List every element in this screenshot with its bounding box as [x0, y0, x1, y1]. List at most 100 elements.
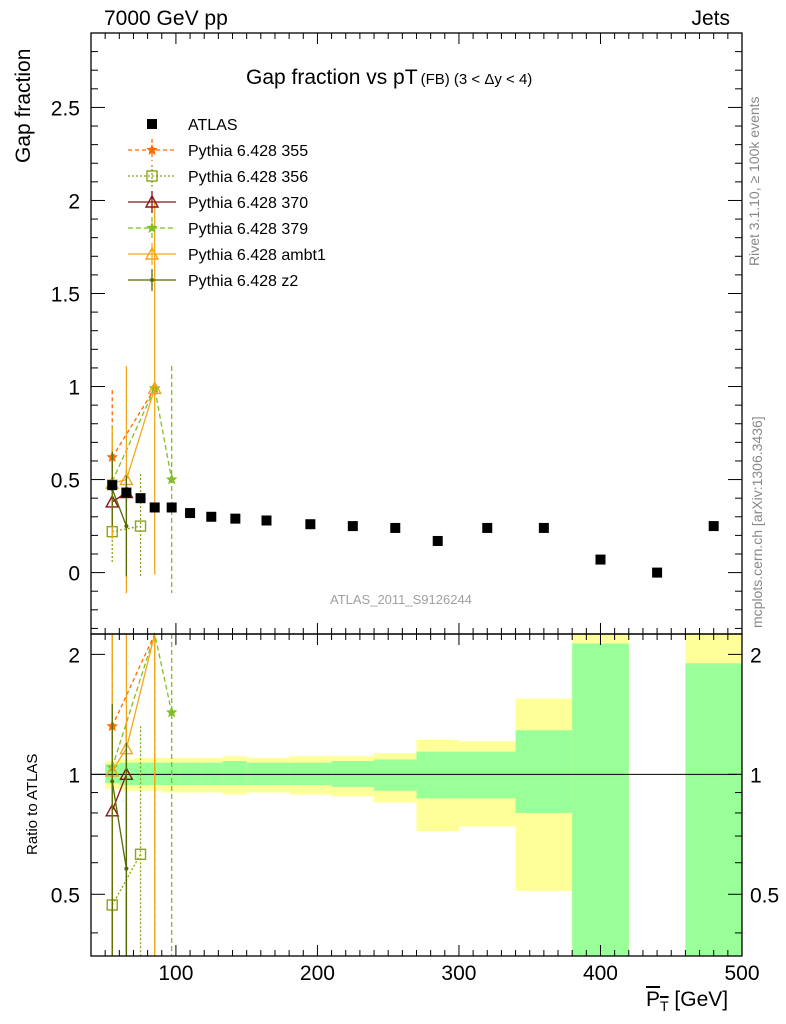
legend-item: Pythia 6.428 355	[128, 139, 308, 161]
ratio-band-stat	[246, 762, 290, 786]
legend-marker	[146, 222, 158, 233]
y-tick-label: 2	[68, 190, 80, 213]
legend-label: Pythia 6.428 379	[188, 221, 308, 238]
atlas-point	[652, 567, 663, 578]
atlas-point	[708, 521, 719, 532]
atlas-point	[166, 502, 177, 513]
atlas-point	[390, 522, 401, 533]
plot-title-suffix: (FB) (3 < Δy < 4)	[420, 71, 533, 88]
ratio-series-3	[105, 722, 134, 956]
legend-marker	[146, 170, 158, 182]
ratio-series-line	[111, 633, 156, 727]
process-label: Jets	[691, 7, 730, 30]
atlas-point	[347, 521, 358, 532]
atlas-point	[230, 513, 241, 524]
mc-series-4	[106, 366, 178, 594]
ratio-band-stat	[685, 663, 742, 956]
ratio-band-stat	[222, 761, 247, 786]
atlas-data	[107, 480, 719, 578]
ratio-series-line	[111, 774, 128, 812]
ratio-y-tick-label: 0.5	[51, 884, 80, 907]
ratio-y-tick-label: 1	[68, 764, 80, 787]
legend-item: ATLAS	[147, 117, 238, 134]
atlas-point	[185, 508, 196, 519]
legend-label: Pythia 6.428 356	[188, 169, 308, 186]
ratio-band-stat	[515, 730, 573, 813]
y-tick-label: 0	[68, 563, 80, 586]
ratio-point	[124, 866, 129, 871]
series-line	[111, 386, 173, 482]
ratio-series-layer	[105, 631, 178, 956]
y-tick-label: 0.5	[51, 470, 80, 493]
ratio-y-axis-label: Ratio to ATLAS	[24, 753, 41, 855]
ratio-y-tick-label-right: 1	[750, 764, 762, 787]
legend-marker	[147, 119, 157, 129]
x-axis-label: PT [GeV]	[646, 988, 729, 1015]
ratio-band-stat	[416, 751, 459, 799]
legend-marker	[144, 246, 160, 260]
atlas-point	[107, 480, 118, 491]
data-point	[166, 473, 178, 485]
axes-layer: 100 200 300 400 500 0 0.5 1 1.5 2 2.5 0.5 0.5 1 1 2 2	[51, 32, 779, 985]
ratio-series-6	[110, 704, 129, 956]
legend-marker	[144, 194, 160, 208]
x-tick-label: 400	[583, 962, 618, 985]
y-tick-label: 1	[68, 377, 80, 400]
atlas-point	[595, 554, 606, 565]
data-point	[124, 524, 129, 529]
legend-item: Pythia 6.428 379	[128, 217, 308, 239]
atlas-point	[149, 502, 160, 513]
ratio-series-1	[106, 633, 156, 956]
ratio-band-stat	[180, 762, 202, 786]
main-series-layer	[105, 202, 719, 594]
y-tick-label: 1.5	[51, 283, 80, 306]
ratio-band-stat	[133, 762, 148, 786]
ratio-y-tick-label-right: 2	[750, 644, 762, 667]
mc-series-6	[110, 451, 129, 577]
x-tick-label: 500	[724, 962, 759, 985]
legend-marker	[150, 278, 154, 282]
legend-label: Pythia 6.428 ambt1	[188, 247, 326, 264]
ratio-series-line	[111, 631, 173, 768]
plot-title: Gap fraction vs pT (FB) (3 < Δy < 4)	[246, 66, 532, 90]
ratio-series-5	[105, 633, 156, 956]
legend-label: Pythia 6.428 z2	[188, 273, 298, 290]
atlas-point	[206, 511, 217, 522]
ratio-band-stat	[374, 759, 417, 791]
ratio-band-stat	[161, 762, 181, 786]
ratio-band-stat	[289, 762, 332, 786]
legend-item: Pythia 6.428 z2	[128, 269, 298, 291]
legend-label: Pythia 6.428 370	[188, 195, 308, 212]
atlas-point	[538, 522, 549, 533]
series-line	[111, 388, 156, 458]
ratio-y-tick-label-right: 0.5	[750, 884, 779, 907]
y-tick-label: 2.5	[51, 97, 80, 120]
legend-item: Pythia 6.428 356	[128, 165, 308, 187]
ratio-point	[110, 779, 115, 784]
x-tick-label: 100	[158, 962, 193, 985]
atlas-point	[121, 487, 132, 498]
mcplots-label: mcplots.cern.ch [arXiv:1306.3436]	[749, 416, 765, 628]
data-point	[134, 520, 147, 532]
energy-label: 7000 GeV pp	[104, 7, 228, 30]
legend-item: Pythia 6.428 ambt1	[128, 243, 326, 265]
atlas-point	[305, 519, 316, 530]
rivet-label: Rivet 3.1.10, ≥ 100k events	[746, 96, 762, 266]
ratio-point	[134, 848, 147, 860]
legend-marker	[146, 144, 158, 155]
ratio-y-tick-label: 2	[68, 644, 80, 667]
x-tick-label: 200	[300, 962, 335, 985]
atlas-point	[432, 535, 443, 546]
series-line	[111, 488, 128, 527]
ratio-band-stat	[201, 762, 223, 786]
ratio-series-line	[111, 781, 128, 869]
x-tick-label: 300	[441, 962, 476, 985]
data-point	[147, 380, 162, 395]
main-y-axis-label: Gap fraction	[12, 48, 35, 163]
legend: ATLAS Pythia 6.428 355 Pythia 6.428 356 Pyt…	[128, 117, 326, 291]
ratio-point	[166, 706, 178, 718]
ratio-band-stat	[572, 643, 629, 956]
legend-label: Pythia 6.428 355	[188, 143, 308, 160]
analysis-watermark: ATLAS_2011_S9126244	[330, 592, 472, 607]
